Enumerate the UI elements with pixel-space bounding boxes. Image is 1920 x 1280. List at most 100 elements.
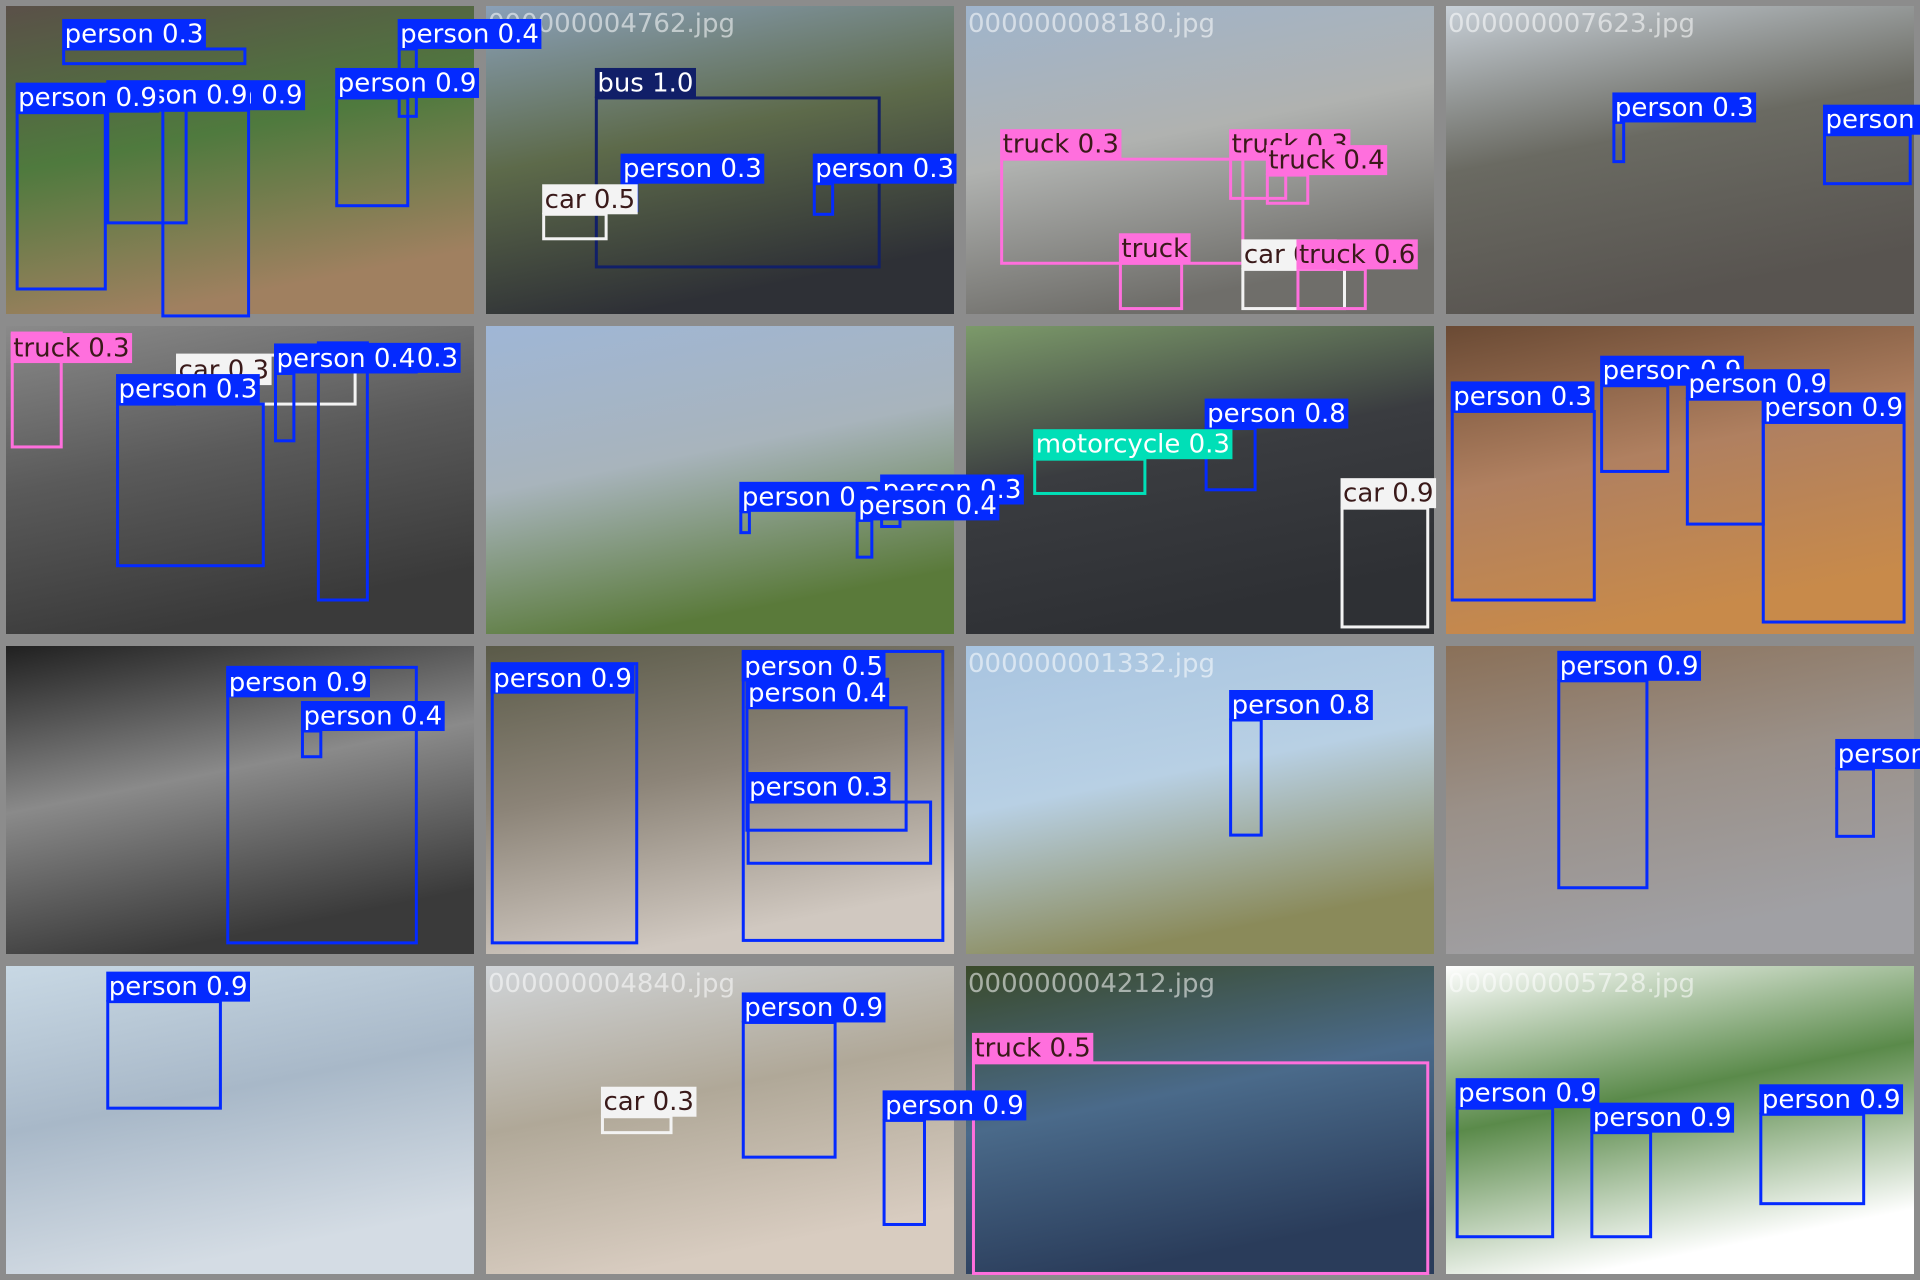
label-background [1204, 398, 1349, 429]
tile-filename: 000000004840.jpg [488, 969, 735, 999]
detection-label: person 0.4 [748, 678, 887, 708]
detection-label: car 0.3 [603, 1087, 694, 1117]
tile-filename: 000000001332.jpg [968, 649, 1215, 679]
detection-label: person 0.9 [1764, 393, 1903, 423]
detection-label: person 0.4 [303, 702, 442, 732]
label-background [1450, 381, 1595, 412]
label-background [542, 184, 638, 215]
label-background [882, 1090, 1027, 1121]
tile-image [1446, 646, 1914, 954]
detection-label: truck [1121, 234, 1188, 264]
label-background [1340, 478, 1437, 509]
tile: 000000007623.jpg [1446, 6, 1914, 314]
detection-label: person 0.4 [400, 19, 539, 49]
label-background [1229, 690, 1373, 720]
label-background [741, 651, 886, 682]
tile [6, 966, 474, 1274]
detection-label: person 0.9 [885, 1091, 1024, 1121]
detection-label: person 0.3 [1453, 382, 1592, 412]
label-background [600, 1086, 697, 1117]
tile [486, 326, 954, 634]
label-background [1759, 1084, 1904, 1115]
label-background [335, 67, 479, 98]
detection-label: person 0.9 [1762, 1085, 1901, 1115]
tile-filename: 000000007623.jpg [1448, 9, 1695, 39]
label-background [274, 343, 418, 374]
detection-label: person 0.9 [229, 668, 368, 698]
label-background [116, 374, 260, 405]
tile-image [6, 966, 474, 1274]
label-background [300, 701, 445, 732]
label-background [741, 992, 886, 1023]
detection-label: person 0.9 [493, 664, 632, 694]
detection-label: truck 0.3 [13, 334, 129, 364]
label-background [226, 667, 370, 698]
detection-box [971, 1061, 1430, 1275]
label-background [812, 153, 957, 184]
detection-label: person 0.9 [1458, 1079, 1597, 1109]
label-background [1000, 129, 1122, 160]
label-background [746, 772, 891, 803]
detection-label: truck 0.5 [974, 1033, 1090, 1063]
detection-label: person 0.8 [1207, 399, 1346, 429]
detection-label: truck 0.6 [1299, 240, 1415, 270]
tile-image [486, 326, 954, 634]
detection-label: car 0.9 [1343, 479, 1434, 509]
detection-label: person 0.3 [1825, 105, 1920, 135]
tile-filename: 000000008180.jpg [968, 9, 1215, 39]
label-background [1296, 239, 1418, 270]
detection-label: person 0.3 [815, 154, 954, 184]
label-background [1455, 1078, 1600, 1109]
label-background [1822, 104, 1920, 135]
label-background [10, 333, 133, 364]
label-background [594, 67, 696, 98]
detection-label: person 0.9 [1593, 1103, 1732, 1133]
label-background [1118, 233, 1191, 264]
label-background [1557, 650, 1702, 681]
detection-label: truck 0.4 [1268, 146, 1384, 176]
label-background [106, 971, 250, 1002]
label-background [490, 663, 635, 694]
detection-label: person 0.9 [338, 68, 477, 98]
detection-label: motorcycle 0.3 [1036, 430, 1230, 460]
label-background [1612, 92, 1757, 123]
detection-label: person 0.3 [65, 19, 204, 49]
label-background [855, 490, 1000, 521]
label-background [1761, 392, 1906, 423]
tile-image [966, 966, 1434, 1274]
detection-label: truck 0.3 [1003, 130, 1119, 160]
label-background [15, 82, 160, 113]
detection-label: person 0.3 [119, 375, 258, 405]
label-background [397, 18, 542, 49]
tile-image [1446, 6, 1914, 314]
detection-label: person 0.8 [1232, 691, 1371, 721]
tile [1446, 646, 1914, 954]
tile-image [6, 6, 474, 314]
label-background [1835, 738, 1920, 769]
detection-label: person 0.6 [1838, 739, 1920, 769]
detection-label: person 0.9 [18, 83, 157, 113]
detection-label: person 0.5 [744, 652, 883, 682]
label-background [1590, 1102, 1735, 1133]
detection-label: bus 1.0 [597, 68, 693, 98]
tile-filename: 000000004212.jpg [968, 969, 1215, 999]
detection-label: person 0.3 [749, 773, 888, 803]
label-background [1265, 145, 1388, 176]
label-background [620, 153, 765, 184]
detection-label: person 0.9 [744, 993, 883, 1023]
label-background [1033, 429, 1233, 460]
detection-label: person 0.3 [1615, 93, 1754, 123]
tile [6, 6, 474, 318]
label-background [62, 18, 206, 49]
tile: 000000004212.jpg [966, 966, 1434, 1275]
tile-filename: 000000005728.jpg [1448, 969, 1695, 999]
detection-label: car 0.5 [545, 185, 636, 215]
detection-label: person 0.9 [109, 972, 248, 1002]
detection-label: person 0.4 [858, 491, 997, 521]
label-background [745, 677, 890, 708]
label-background [971, 1032, 1094, 1063]
detection-label: person 0.4 [277, 344, 416, 374]
